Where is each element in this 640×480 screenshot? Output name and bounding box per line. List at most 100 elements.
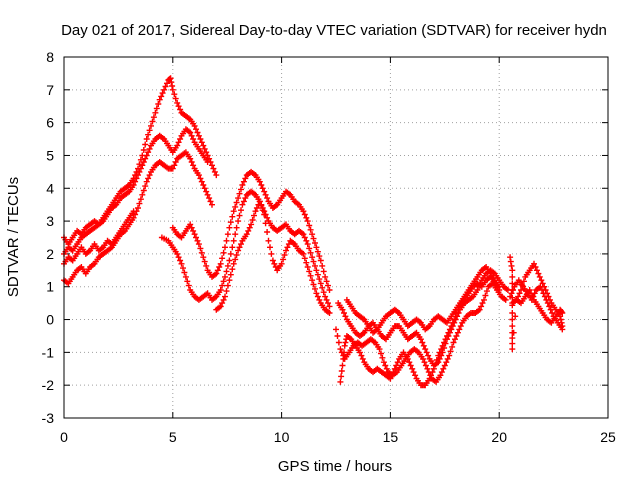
data-point <box>213 172 220 179</box>
data-point <box>319 262 326 269</box>
data-point <box>342 339 349 346</box>
data-point <box>219 282 226 289</box>
data-point <box>259 185 266 192</box>
data-point <box>528 290 535 297</box>
y-tick-label: 5 <box>46 147 54 163</box>
data-point <box>544 300 551 307</box>
data-point <box>376 346 383 353</box>
data-point <box>393 362 400 369</box>
data-point <box>342 313 349 320</box>
data-point <box>510 329 517 336</box>
data-point <box>320 289 327 296</box>
data-point <box>526 287 533 293</box>
data-point <box>226 277 233 284</box>
data-point <box>142 155 149 162</box>
data-point <box>430 365 437 372</box>
data-point <box>224 262 231 269</box>
data-point <box>174 250 181 257</box>
data-point <box>140 187 147 194</box>
data-point <box>307 226 314 233</box>
data-point <box>507 293 514 300</box>
data-point <box>188 132 195 139</box>
plot-frame <box>63 56 609 419</box>
data-point <box>452 336 458 343</box>
data-point <box>206 155 213 162</box>
data-point <box>379 354 386 361</box>
data-point <box>169 86 176 93</box>
data-point <box>322 293 329 300</box>
data-point <box>182 273 189 280</box>
data-point <box>145 175 152 182</box>
data-point <box>422 362 429 369</box>
data-point <box>188 224 195 231</box>
data-point <box>457 323 464 330</box>
data-point <box>454 310 461 316</box>
data-point <box>436 349 443 356</box>
data-point <box>190 227 197 234</box>
data-point <box>421 359 428 366</box>
data-point <box>406 359 413 366</box>
data-point <box>213 270 220 277</box>
data-point <box>146 145 153 152</box>
data-point <box>194 237 201 244</box>
data-point <box>529 293 536 300</box>
data-point <box>243 231 250 238</box>
data-point <box>201 145 208 152</box>
data-point <box>310 235 317 242</box>
data-point <box>188 159 195 165</box>
data-point <box>175 254 182 261</box>
data-point <box>206 195 213 202</box>
y-axis-label: SDTVAR / TECUs <box>5 177 22 297</box>
axis-ticks <box>63 56 609 419</box>
data-point <box>333 326 339 333</box>
data-point <box>255 201 262 208</box>
data-point <box>227 271 234 278</box>
data-point <box>261 211 268 218</box>
data-point <box>509 316 516 323</box>
data-point <box>380 359 387 366</box>
data-point <box>187 129 194 136</box>
data-point <box>194 129 201 136</box>
data-point <box>264 229 271 235</box>
data-point <box>409 365 416 372</box>
data-point <box>220 278 227 285</box>
data-point <box>235 247 242 254</box>
data-point <box>312 240 318 246</box>
data-point <box>140 147 147 153</box>
data-point <box>149 118 156 125</box>
data-point <box>268 250 275 257</box>
data-point <box>172 159 179 165</box>
data-point <box>325 282 331 289</box>
data-point <box>130 182 137 188</box>
data-point <box>429 369 436 376</box>
data-point <box>236 190 243 197</box>
data-point <box>230 260 237 267</box>
data-point <box>509 346 516 353</box>
data-point <box>239 201 246 208</box>
data-point <box>341 310 347 316</box>
data-point <box>209 162 215 169</box>
data-point <box>139 191 146 198</box>
data-point <box>238 241 244 248</box>
data-point <box>229 266 236 273</box>
data-point <box>191 231 198 238</box>
data-point <box>217 260 224 267</box>
data-point <box>428 372 434 379</box>
data-point <box>338 373 345 380</box>
data-point <box>479 300 486 307</box>
data-point <box>135 205 141 211</box>
x-tick-label: 0 <box>60 429 68 445</box>
data-point <box>146 172 153 179</box>
data-point <box>448 323 455 330</box>
data-point <box>238 186 244 193</box>
data-point <box>177 257 184 264</box>
data-point <box>474 287 481 293</box>
data-point <box>203 149 210 156</box>
data-point <box>264 195 271 202</box>
data-point <box>509 323 516 330</box>
data-point <box>267 244 273 251</box>
data-point <box>549 310 556 316</box>
data-point <box>326 303 333 310</box>
data-point <box>220 249 227 256</box>
